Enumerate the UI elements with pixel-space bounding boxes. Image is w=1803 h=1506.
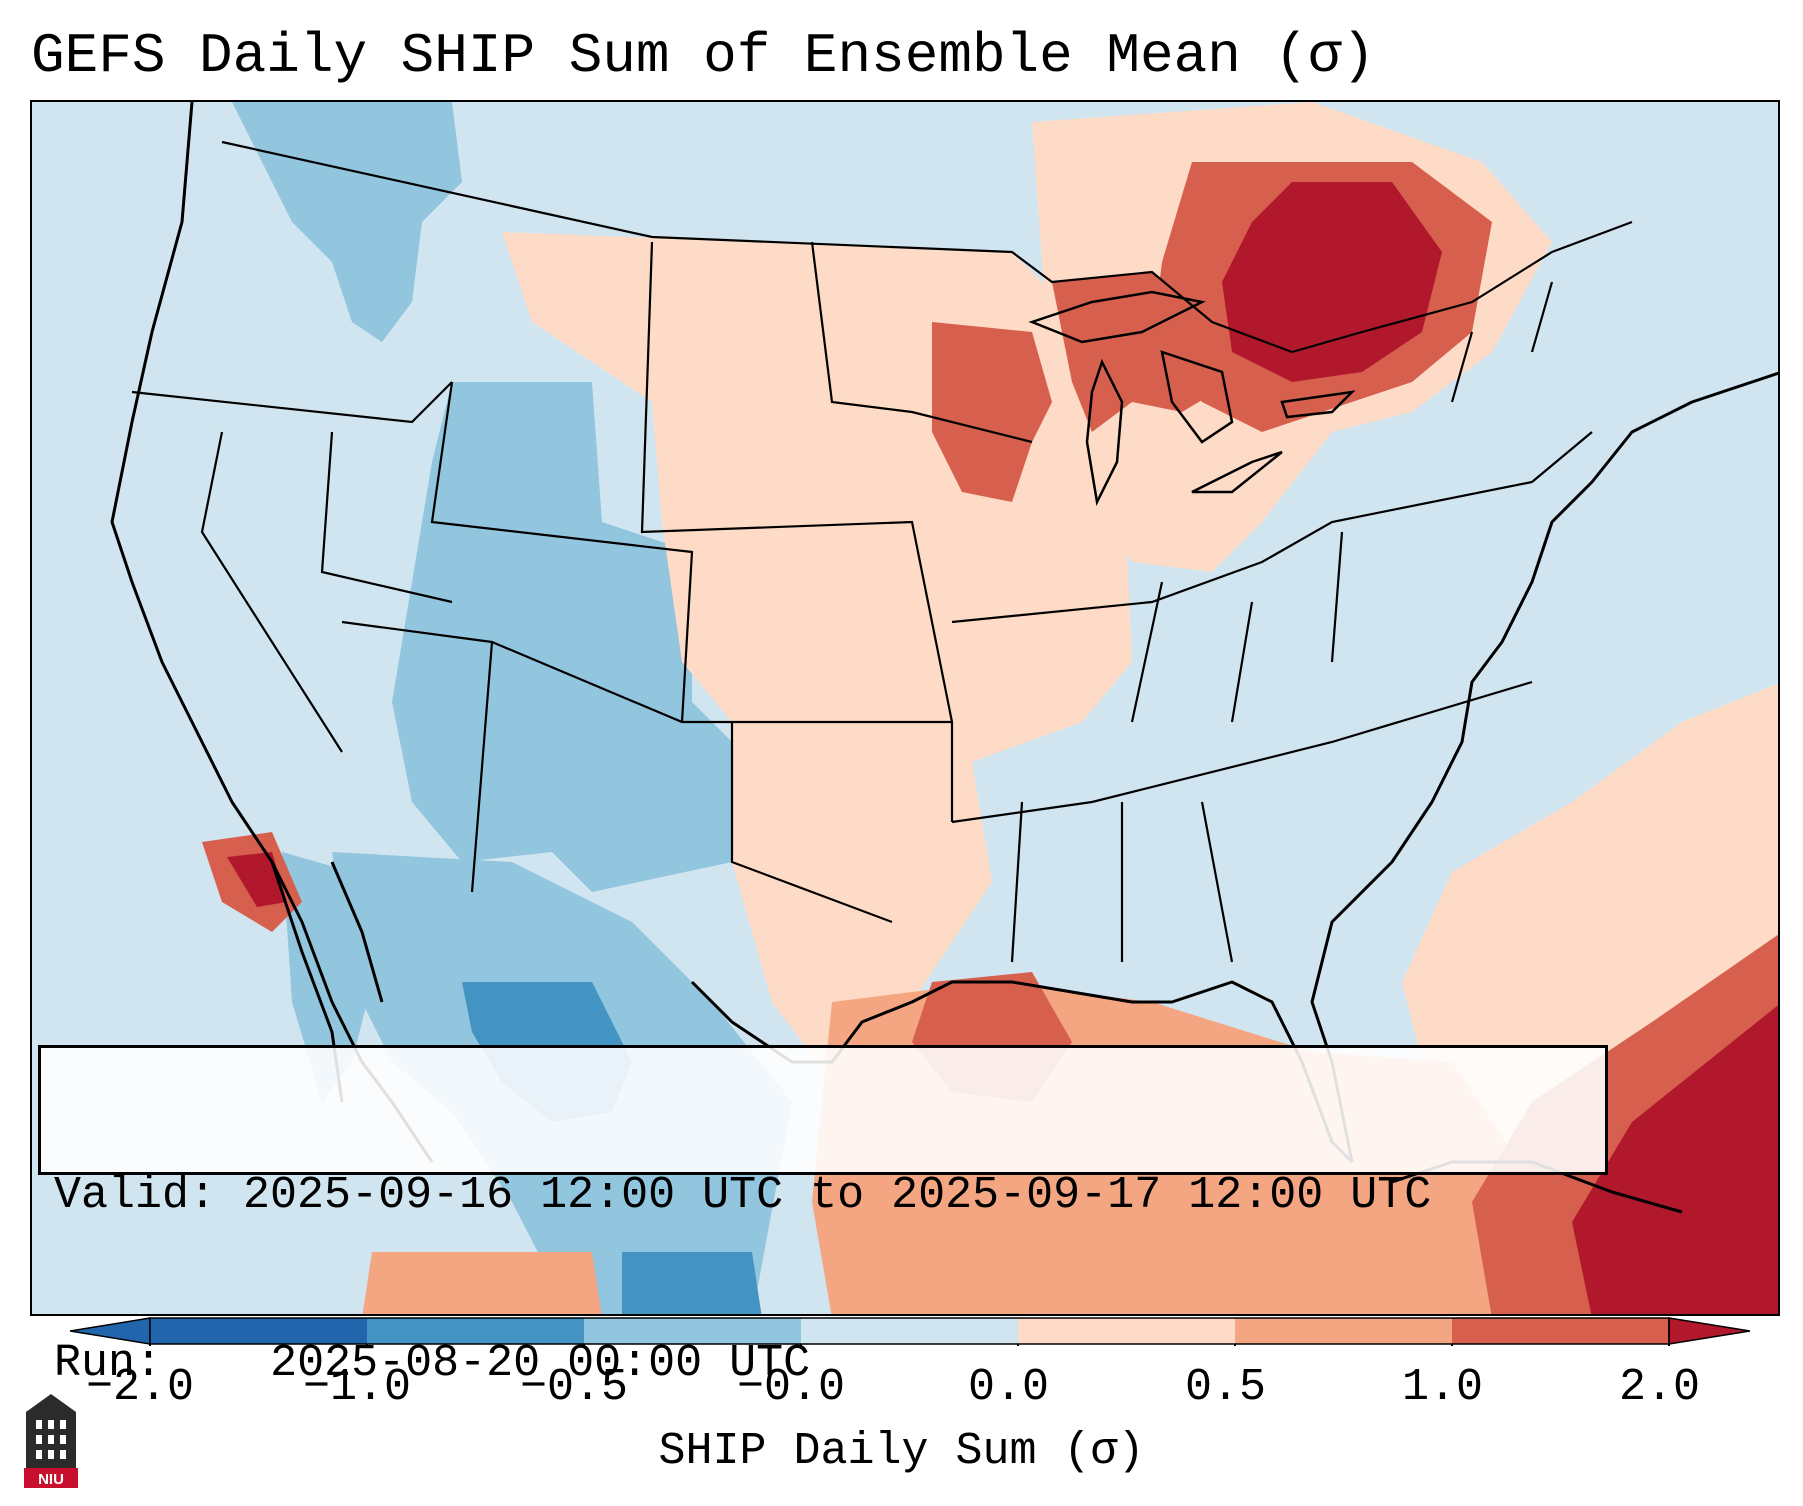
info-box: Valid: 2025-09-16 12:00 UTC to 2025-09-1…	[38, 1045, 1608, 1389]
rockies-negative	[392, 382, 732, 892]
colorbar-extend-right	[1668, 1317, 1750, 1345]
colorbar-outline	[149, 1317, 1670, 1345]
border-west-3	[320, 431, 453, 604]
lake-huron	[1160, 350, 1234, 444]
run-line: Run: 2025-08-20 00:00 UTC	[54, 1336, 1605, 1392]
tick-label-1: −2.0	[86, 1362, 195, 1413]
lake-erie	[1191, 450, 1283, 494]
colorbar-bin-6	[1235, 1318, 1452, 1344]
tick-label-4: −0.0	[737, 1362, 846, 1413]
valid-label: Valid:	[54, 1170, 217, 1221]
border-mid-2	[341, 620, 954, 822]
colorbar-bin-4	[801, 1318, 1018, 1344]
tick-label-8: 2.0	[1619, 1362, 1701, 1413]
niu-logo-icon: NIU	[24, 1394, 78, 1488]
tick-label-3: −0.5	[520, 1362, 629, 1413]
border-south-2	[1130, 531, 1344, 723]
colorbar	[70, 1317, 1750, 1346]
canada-border	[221, 140, 1633, 354]
lake-superior	[1028, 290, 1206, 344]
colorbar-bin-5	[1018, 1318, 1235, 1344]
logo-banner	[24, 1468, 78, 1488]
colorbar-label: SHIP Daily Sum (σ)	[658, 1426, 1145, 1477]
southern-tip-negative	[622, 1252, 762, 1314]
southern-mexico-positive	[362, 1252, 602, 1314]
border-west-2	[200, 431, 343, 753]
border-mid-1	[430, 381, 694, 723]
chart-title: GEFS Daily SHIP Sum of Ensemble Mean (σ)	[31, 24, 1376, 88]
border-west-1	[131, 381, 453, 424]
border-northeast	[1450, 281, 1593, 483]
great-lakes	[1028, 290, 1356, 506]
border-east-1	[951, 480, 1533, 624]
border-south-1	[1010, 801, 1234, 963]
colorbar-bin-2	[367, 1318, 584, 1344]
ontario-max-positive	[1222, 182, 1442, 382]
border-plains-2	[810, 241, 1033, 444]
minnesota-positive	[932, 322, 1052, 502]
tick-label-5: 0.0	[968, 1362, 1050, 1413]
caribbean-max-positive	[1572, 1005, 1778, 1314]
lake-michigan	[1085, 358, 1124, 506]
tick-label-7: 1.0	[1402, 1362, 1484, 1413]
colorbar-bin-3	[584, 1318, 801, 1344]
state-borders	[131, 140, 1633, 963]
colorbar-ticks	[149, 1344, 1670, 1346]
colorbar-bin-7	[1452, 1318, 1669, 1344]
border-mid-3	[470, 641, 893, 924]
logo-tower-shape	[26, 1394, 76, 1468]
pacific-northwest-negative	[232, 102, 462, 342]
colorbar-extend-left	[70, 1317, 151, 1345]
west-coast-line	[110, 102, 434, 1163]
tick-label-6: 0.5	[1185, 1362, 1267, 1413]
tick-label-2: −1.0	[303, 1362, 412, 1413]
valid-line: Valid: 2025-09-16 12:00 UTC to 2025-09-1…	[54, 1168, 1605, 1224]
logo-windows	[36, 1420, 66, 1459]
east-coast-line	[1310, 371, 1778, 1163]
run-value: 2025-08-20 00:00 UTC	[270, 1338, 811, 1389]
colorbar-bin-1	[150, 1318, 367, 1344]
valid-value: 2025-09-16 12:00 UTC to 2025-09-17 12:00…	[243, 1170, 1432, 1221]
logo-text: NIU	[38, 1471, 64, 1488]
run-label: Run:	[54, 1338, 163, 1389]
lake-ontario	[1280, 390, 1356, 419]
border-plains-1	[640, 241, 954, 723]
